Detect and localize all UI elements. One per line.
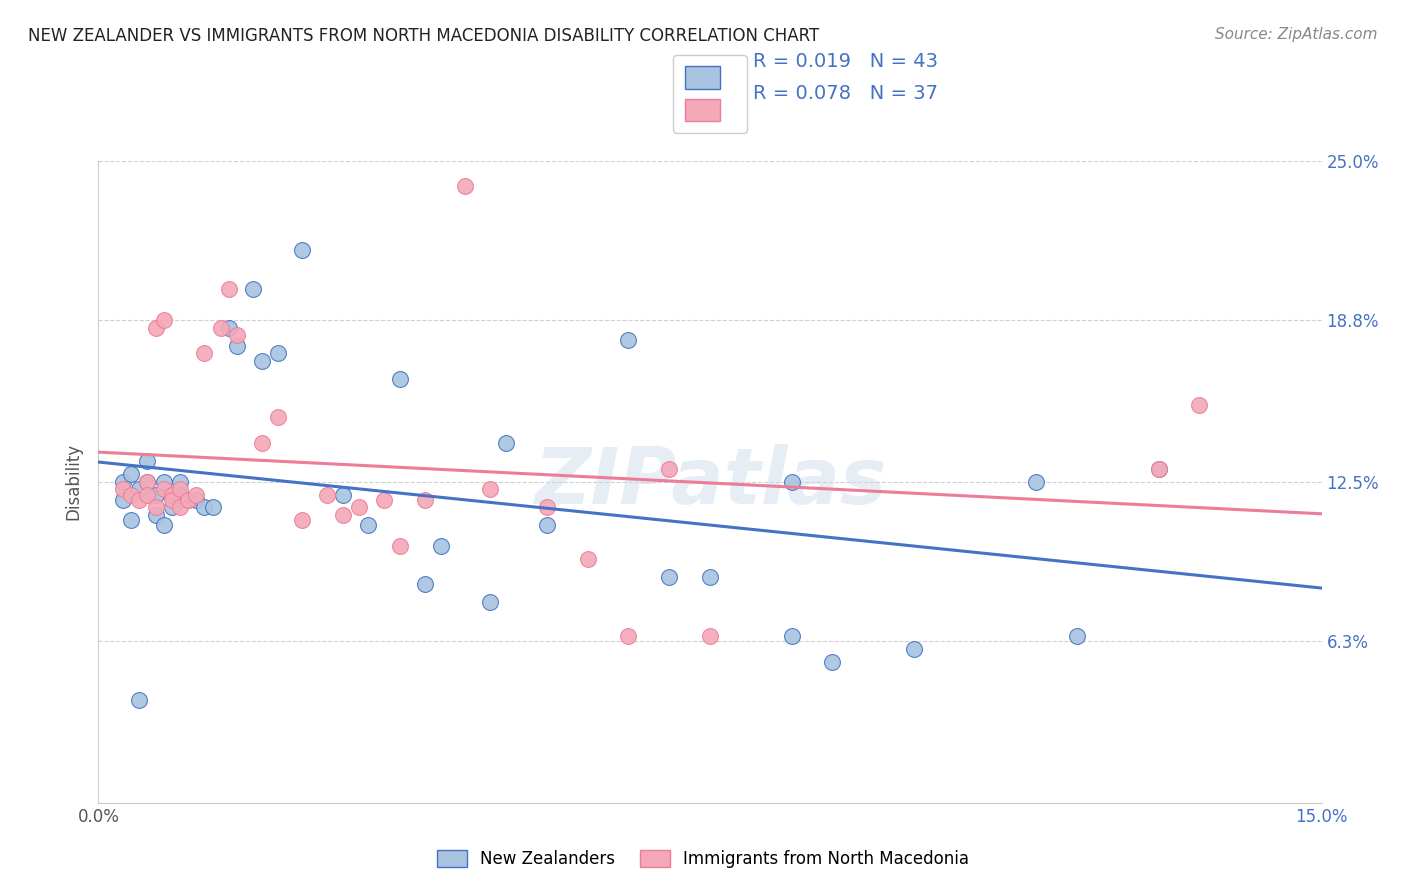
Point xyxy=(186,487,208,501)
Point xyxy=(699,629,721,643)
Point xyxy=(430,539,453,553)
Point xyxy=(780,629,803,643)
Point xyxy=(389,372,412,386)
Point xyxy=(478,595,501,609)
Text: NEW ZEALANDER VS IMMIGRANTS FROM NORTH MACEDONIA DISABILITY CORRELATION CHART: NEW ZEALANDER VS IMMIGRANTS FROM NORTH M… xyxy=(28,27,820,45)
Point xyxy=(699,570,721,584)
Point xyxy=(111,483,134,497)
Point xyxy=(315,487,337,501)
Point xyxy=(291,244,314,258)
Point xyxy=(136,487,159,501)
Point xyxy=(658,570,681,584)
Text: ZIPatlas: ZIPatlas xyxy=(534,443,886,520)
Point xyxy=(658,462,681,476)
Point xyxy=(332,508,354,522)
Point xyxy=(177,492,200,507)
Point xyxy=(903,641,925,656)
Point xyxy=(152,313,174,327)
Y-axis label: Disability: Disability xyxy=(65,443,83,520)
Point xyxy=(120,487,142,501)
Point xyxy=(128,693,150,707)
Point xyxy=(454,179,477,194)
Point xyxy=(242,282,264,296)
Point xyxy=(218,320,240,334)
Point xyxy=(250,436,273,450)
Point xyxy=(413,492,436,507)
Point xyxy=(169,500,191,515)
Point xyxy=(617,629,640,643)
Point xyxy=(821,655,844,669)
Point xyxy=(152,475,174,489)
Point xyxy=(120,513,142,527)
Point xyxy=(152,518,174,533)
Point xyxy=(145,320,167,334)
Point xyxy=(413,577,436,591)
Point xyxy=(267,410,290,425)
Point xyxy=(356,518,378,533)
Point xyxy=(177,492,200,507)
Point xyxy=(1147,462,1170,476)
Point xyxy=(128,483,150,497)
Text: R = 0.019   N = 43: R = 0.019 N = 43 xyxy=(752,52,938,70)
Point xyxy=(1147,462,1170,476)
Point xyxy=(160,500,183,515)
Point xyxy=(1066,629,1088,643)
Point xyxy=(226,328,249,343)
Point xyxy=(218,282,240,296)
Point xyxy=(1188,398,1211,412)
Point xyxy=(136,475,159,489)
Point xyxy=(576,551,599,566)
Legend: New Zealanders, Immigrants from North Macedonia: New Zealanders, Immigrants from North Ma… xyxy=(430,843,976,875)
Point xyxy=(373,492,395,507)
Point xyxy=(495,436,517,450)
Point xyxy=(250,354,273,368)
Point xyxy=(332,487,354,501)
Point xyxy=(201,500,224,515)
Point xyxy=(111,492,134,507)
Point xyxy=(349,500,371,515)
Point xyxy=(169,487,191,501)
Point xyxy=(169,475,191,489)
Point xyxy=(209,320,232,334)
Legend: , : , xyxy=(673,54,747,133)
Point xyxy=(145,508,167,522)
Point xyxy=(169,483,191,497)
Point xyxy=(128,492,150,507)
Point xyxy=(226,338,249,352)
Point xyxy=(160,492,183,507)
Point xyxy=(267,346,290,360)
Point xyxy=(193,346,215,360)
Point xyxy=(1025,475,1047,489)
Point xyxy=(291,513,314,527)
Point xyxy=(780,475,803,489)
Point xyxy=(617,334,640,348)
Point xyxy=(136,454,159,468)
Point xyxy=(193,500,215,515)
Point xyxy=(536,518,558,533)
Point xyxy=(136,475,159,489)
Point xyxy=(160,487,183,501)
Point xyxy=(145,500,167,515)
Point xyxy=(120,467,142,481)
Text: Source: ZipAtlas.com: Source: ZipAtlas.com xyxy=(1215,27,1378,42)
Text: R = 0.078   N = 37: R = 0.078 N = 37 xyxy=(752,84,938,103)
Point xyxy=(186,492,208,507)
Point xyxy=(389,539,412,553)
Point xyxy=(478,483,501,497)
Point xyxy=(152,483,174,497)
Point xyxy=(145,487,167,501)
Point xyxy=(536,500,558,515)
Point xyxy=(111,475,134,489)
